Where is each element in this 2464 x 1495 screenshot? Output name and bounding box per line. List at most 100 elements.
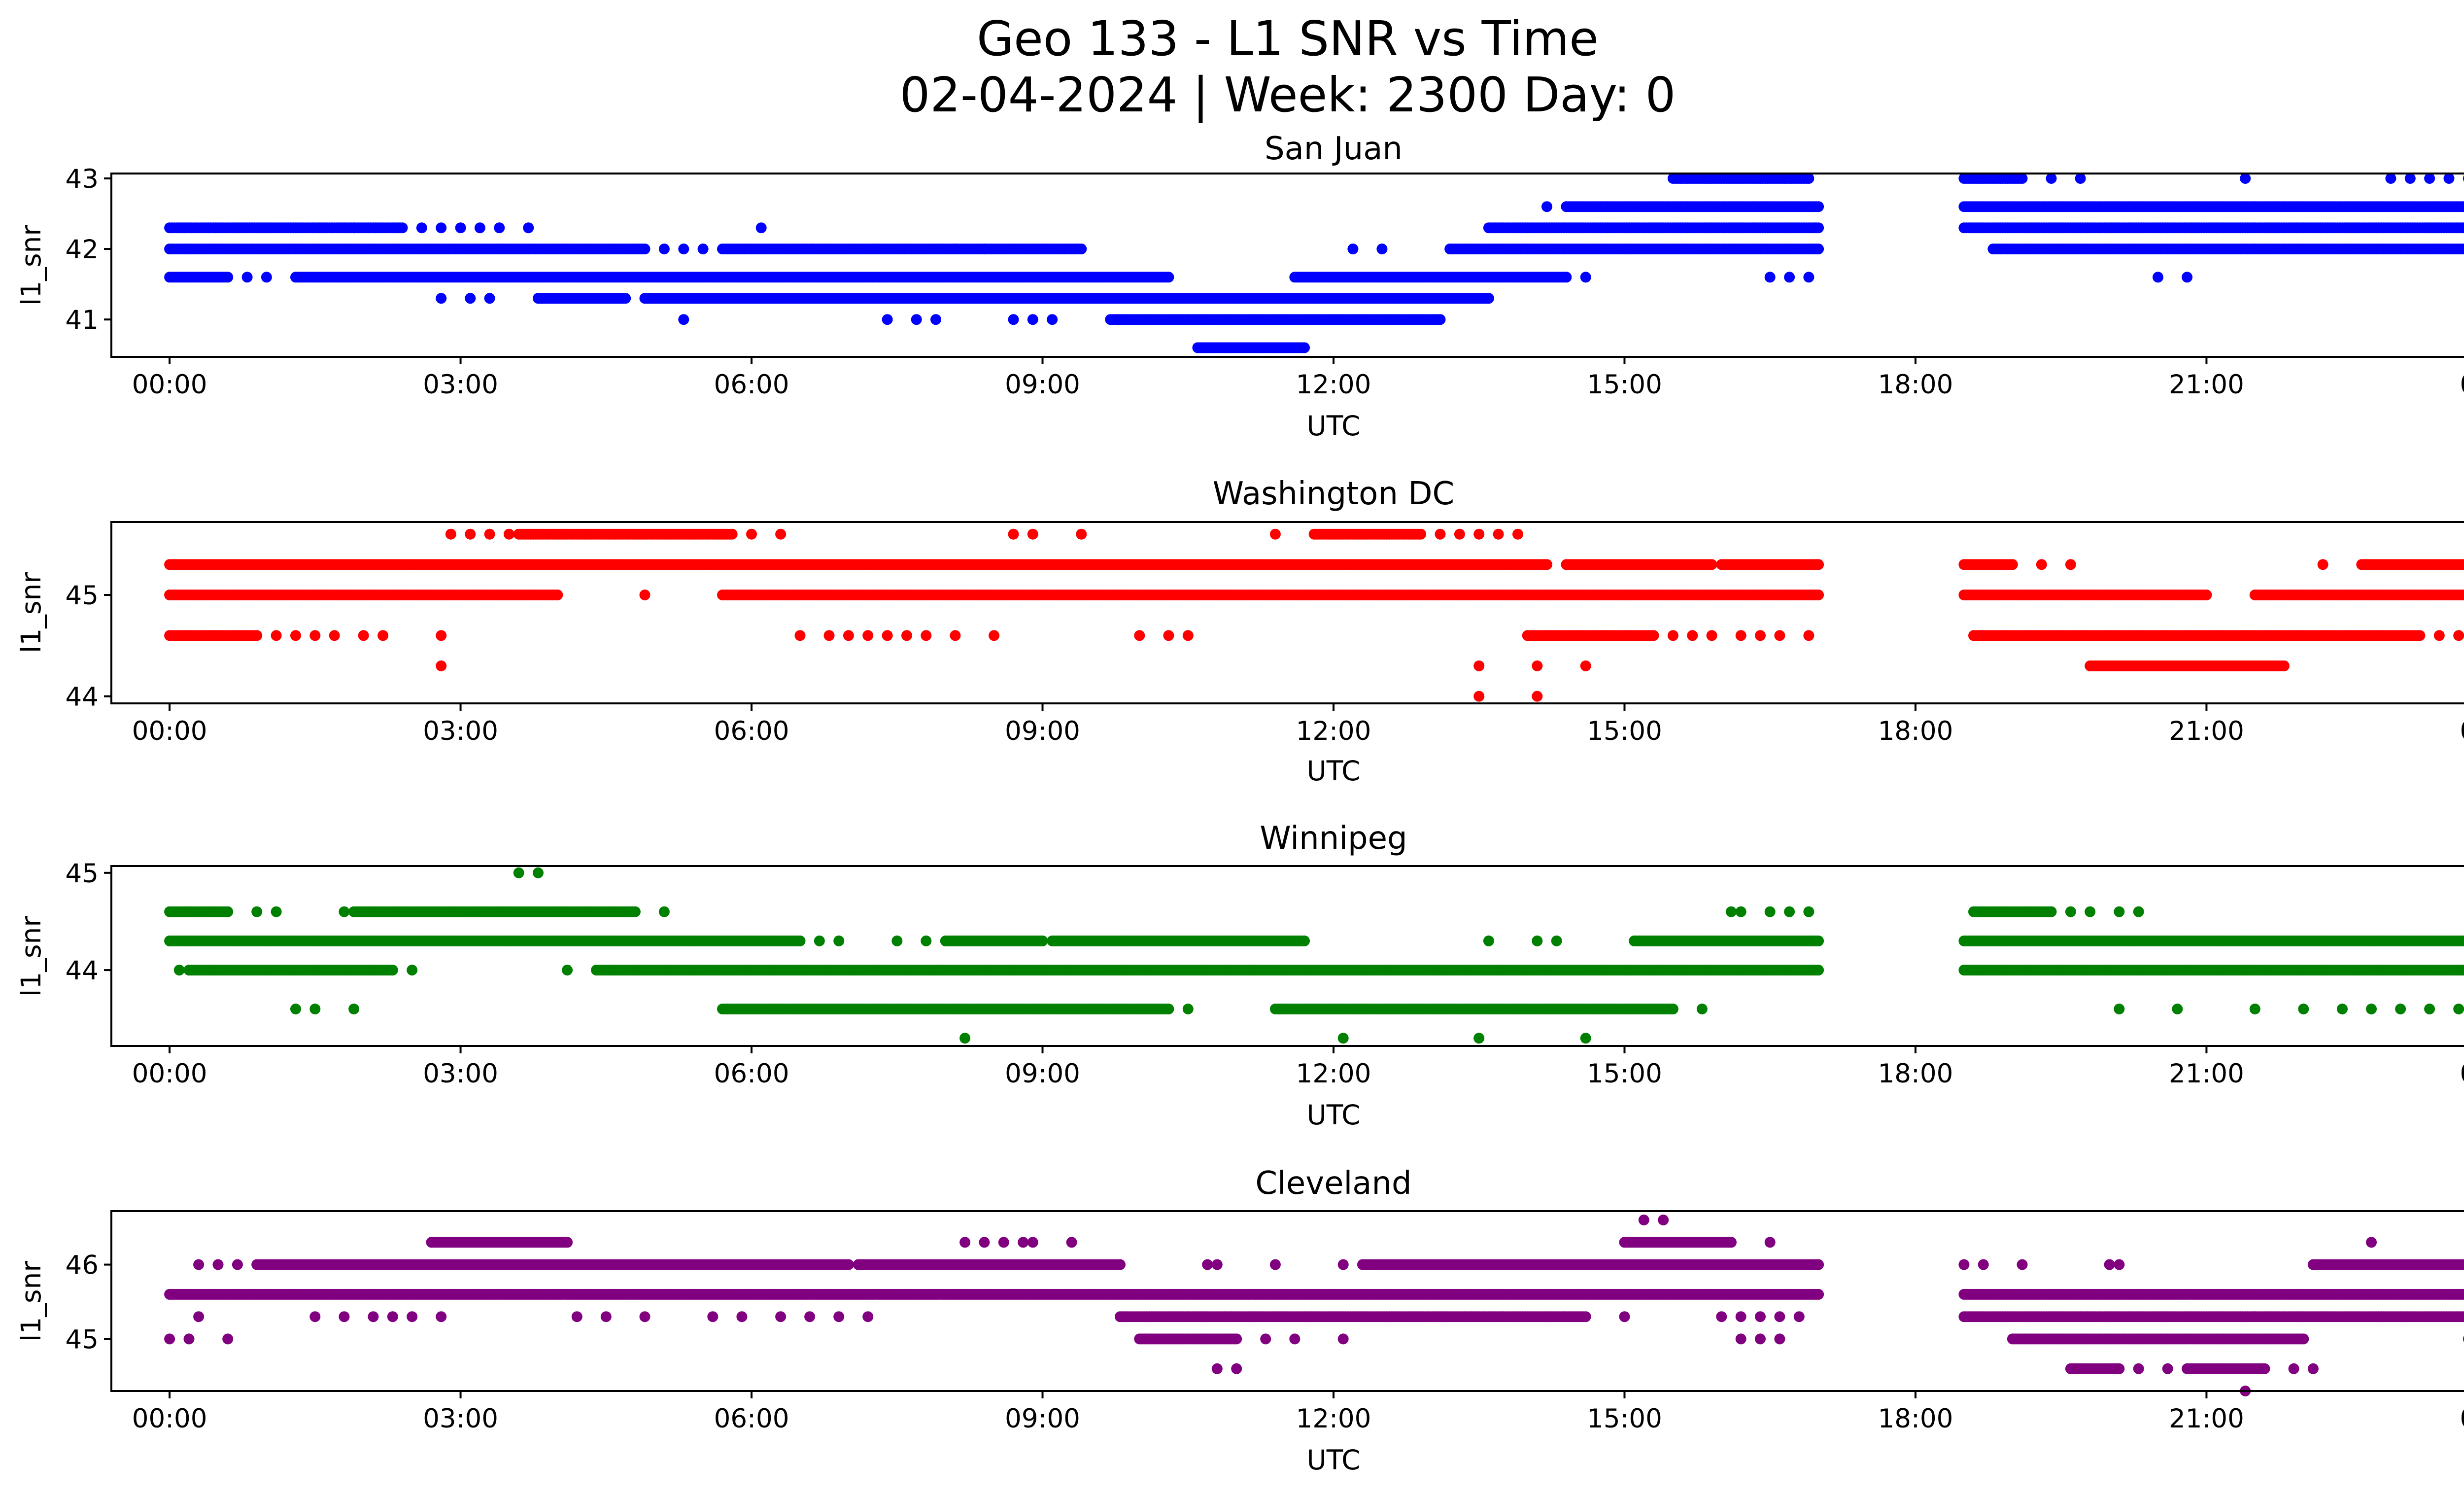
data-point [639,243,650,255]
data-point [271,630,282,641]
subplot-winnipeg: Winnipeg 00:00 03:00 06:00 09:00 12:00 15:00 1… [15,820,2464,1131]
data-point [1473,691,1485,702]
data-point [882,314,893,325]
data-point [1163,630,1174,641]
scatter-points [164,867,2464,1044]
data-point [397,222,408,234]
data-point [823,630,835,641]
x-tick-label: 00:00 [2460,370,2464,400]
data-point [455,222,466,234]
data-point [755,222,767,234]
data-point [921,630,932,641]
data-point [1813,559,1824,570]
data-point [484,528,495,540]
data-point [775,528,787,540]
data-point [1813,243,1824,255]
data-point [2463,175,2464,182]
data-point [261,272,272,283]
data-point [241,272,253,283]
data-point [882,630,893,641]
data-point [474,222,485,234]
y-tick-label: 43 [66,164,99,194]
data-point [222,272,234,283]
data-point [1415,528,1427,540]
y-tick-label: 41 [66,305,99,335]
x-axis-label: UTC [1306,755,1360,787]
subplot-san-juan: San Juan 00:00 03:00 06:00 09:00 12:00 15:00 1… [15,131,2464,442]
data-point [2385,173,2396,184]
data-point [862,630,874,641]
data-point [678,243,689,255]
scatter-points [164,528,2464,702]
x-tick-label: 15:00 [1587,716,1662,746]
y-axis-label: l1_snr [15,225,47,306]
data-point [309,630,321,641]
subplot-washington-dc: Washington DC 00:00 03:00 06:00 09:00 12:00 1… [15,476,2464,787]
data-point [1454,528,1465,540]
data-point [1803,630,1814,641]
data-point [358,630,369,641]
data-point [1813,201,1824,212]
data-point [2433,630,2445,641]
data-point [1347,243,1359,255]
data-point [2278,660,2290,671]
data-point [2007,559,2018,570]
data-point [1532,691,1543,702]
x-tick-label: 00:00 [2460,716,2464,746]
x-tick-label: 06:00 [714,716,789,746]
data-point [1706,559,1717,570]
data-point [2240,173,2251,184]
x-tick-label: 12:00 [1296,716,1371,746]
data-point [1764,272,1776,283]
data-point [1027,528,1038,540]
data-point [1473,528,1485,540]
y-tick-label: 45 [66,581,99,611]
x-tick-label: 06:00 [714,370,789,400]
data-point [639,590,650,600]
data-point [504,528,514,540]
data-point [1299,342,1310,353]
data-point [484,293,495,304]
data-point [290,630,301,641]
data-point [1134,630,1145,641]
data-point [1784,272,1795,283]
data-point [1706,630,1717,641]
data-point [2017,173,2028,184]
plot-frame [110,173,2464,358]
data-point [2424,173,2435,184]
data-point [416,222,427,234]
data-point [1076,243,1087,255]
data-point [1483,293,1494,304]
data-point [629,906,641,917]
data-point [2443,173,2455,184]
x-axis-label: UTC [1306,410,1360,442]
data-point [1803,272,1814,283]
data-point [1648,630,1659,641]
x-tick-label: 00:00 [132,716,207,746]
figure-title-line2: 02-04-2024 | Week: 2300 Day: 0 [900,67,1676,123]
data-point [1163,272,1174,283]
data-point [222,906,234,917]
data-point [251,630,263,641]
data-point [1182,630,1194,641]
scatter-points [164,173,2464,353]
data-point [2153,272,2163,283]
data-point [513,867,524,878]
x-tick-label: 15:00 [1587,370,1662,400]
data-point [678,314,689,325]
data-point [1473,660,1485,671]
data-point [2463,203,2464,210]
data-point [1774,630,1785,641]
data-point [1435,314,1446,325]
subplot-title: Washington DC [1213,476,1454,512]
x-tick-label: 03:00 [423,716,498,746]
data-point [1532,660,1543,671]
data-point [1376,243,1388,255]
data-point [979,243,990,255]
data-point [2065,559,2076,570]
data-point [843,630,854,641]
data-point [1667,630,1678,641]
